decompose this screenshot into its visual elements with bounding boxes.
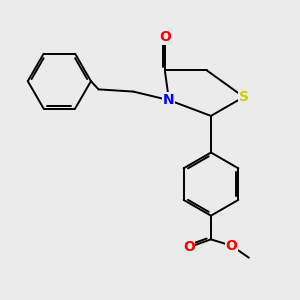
Text: O: O	[226, 239, 237, 253]
Text: O: O	[183, 240, 195, 254]
Text: N: N	[163, 93, 175, 107]
Text: S: S	[239, 90, 249, 104]
Text: O: O	[159, 30, 171, 44]
